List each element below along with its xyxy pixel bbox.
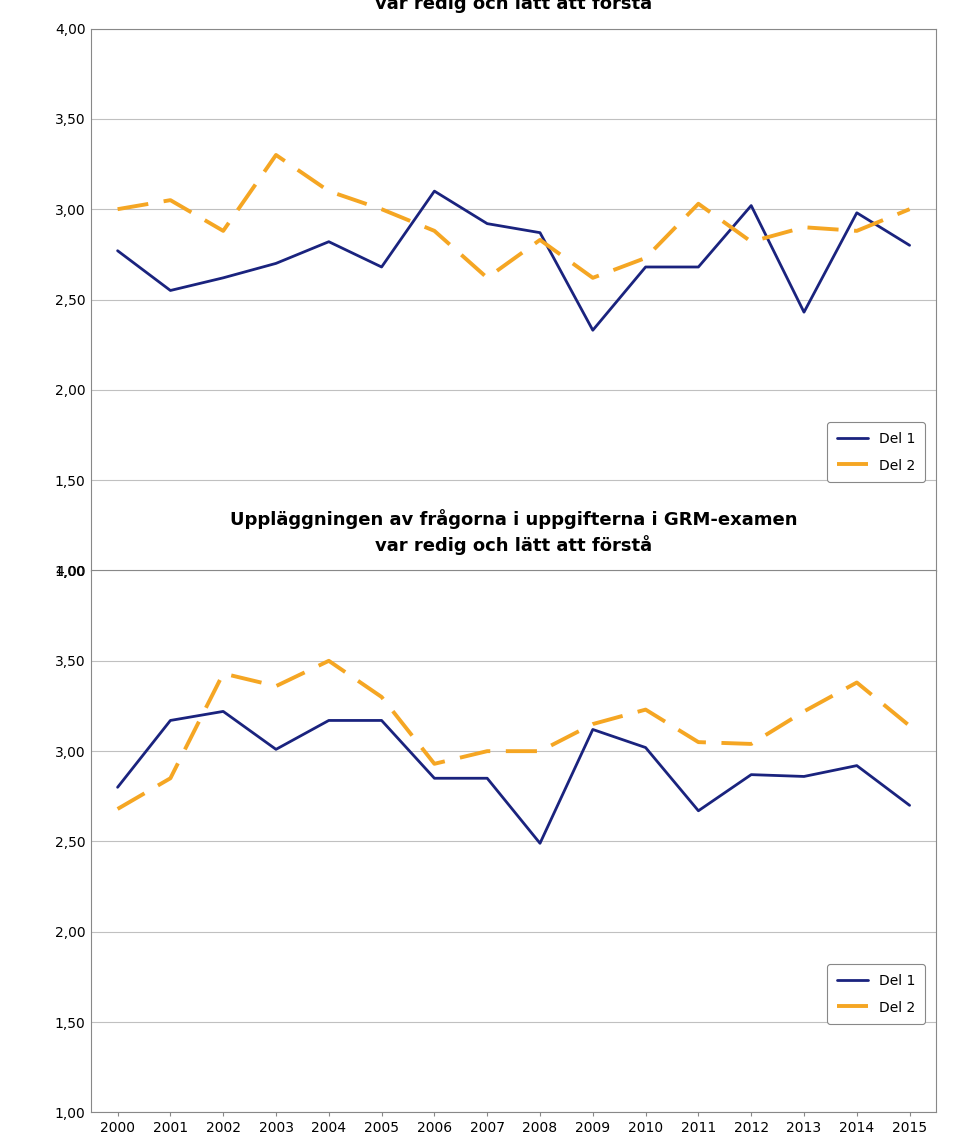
Del 2 <box>112 202 124 216</box>
Del 2 <box>112 802 124 816</box>
Del 1 <box>852 205 863 219</box>
Del 2 <box>481 270 492 284</box>
Del 1 <box>324 713 335 727</box>
Del 2 <box>324 184 335 199</box>
Del 1 <box>534 836 545 850</box>
Legend: Del 1, Del 2: Del 1, Del 2 <box>828 422 924 483</box>
Del 2 <box>640 251 652 265</box>
Del 1 <box>588 323 599 337</box>
Del 1 <box>271 743 282 756</box>
Del 2 <box>271 148 282 162</box>
Del 2 <box>164 193 176 207</box>
Del 2 <box>745 235 756 249</box>
Del 1 <box>271 257 282 270</box>
Line: Del 2: Del 2 <box>118 661 910 809</box>
Del 2 <box>324 654 335 667</box>
Line: Del 1: Del 1 <box>118 712 910 843</box>
Del 1 <box>904 799 916 812</box>
Del 2 <box>481 744 492 758</box>
Del 2 <box>588 270 599 284</box>
Del 2 <box>376 690 388 704</box>
Del 1 <box>376 713 388 727</box>
Del 1 <box>640 741 652 754</box>
Legend: Del 1, Del 2: Del 1, Del 2 <box>828 964 924 1025</box>
Del 1 <box>217 704 228 719</box>
Del 2 <box>534 233 545 246</box>
Del 1 <box>852 759 863 772</box>
Del 2 <box>588 718 599 731</box>
Del 1 <box>164 713 176 727</box>
Del 2 <box>745 737 756 751</box>
Del 1 <box>799 770 810 784</box>
Del 2 <box>640 703 652 717</box>
Del 1 <box>904 238 916 252</box>
Del 1 <box>324 235 335 249</box>
Del 2 <box>692 197 704 211</box>
Del 1 <box>428 184 440 199</box>
Del 1 <box>112 244 124 258</box>
Del 2 <box>217 666 228 680</box>
Del 1 <box>217 270 228 284</box>
Line: Del 1: Del 1 <box>118 191 910 330</box>
Del 1 <box>112 780 124 794</box>
Del 2 <box>904 202 916 216</box>
Del 1 <box>588 722 599 736</box>
Del 1 <box>692 260 704 274</box>
Del 1 <box>745 768 756 782</box>
Del 2 <box>376 202 388 216</box>
Del 2 <box>852 224 863 237</box>
Del 2 <box>164 771 176 785</box>
Del 1 <box>745 199 756 212</box>
Del 2 <box>852 675 863 689</box>
Del 2 <box>271 679 282 693</box>
Del 1 <box>428 771 440 785</box>
Del 1 <box>164 284 176 298</box>
Del 1 <box>640 260 652 274</box>
Del 2 <box>799 704 810 719</box>
Del 1 <box>534 226 545 240</box>
Title: Uppläggningen av frågorna i uppgifterna i CGR-examen
var redig och lätt att förs: Uppläggningen av frågorna i uppgifterna … <box>232 0 795 13</box>
Del 1 <box>799 306 810 319</box>
Line: Del 2: Del 2 <box>118 155 910 277</box>
Del 2 <box>217 224 228 237</box>
Del 2 <box>692 735 704 748</box>
Del 1 <box>481 217 492 230</box>
Del 2 <box>428 756 440 770</box>
Del 2 <box>799 220 810 234</box>
Del 1 <box>481 771 492 785</box>
Title: Uppläggningen av frågorna i uppgifterna i GRM-examen
var redig och lätt att förs: Uppläggningen av frågorna i uppgifterna … <box>229 509 798 555</box>
Del 2 <box>428 224 440 237</box>
Del 1 <box>692 804 704 818</box>
Del 2 <box>534 744 545 758</box>
Del 1 <box>376 260 388 274</box>
Del 2 <box>904 719 916 733</box>
